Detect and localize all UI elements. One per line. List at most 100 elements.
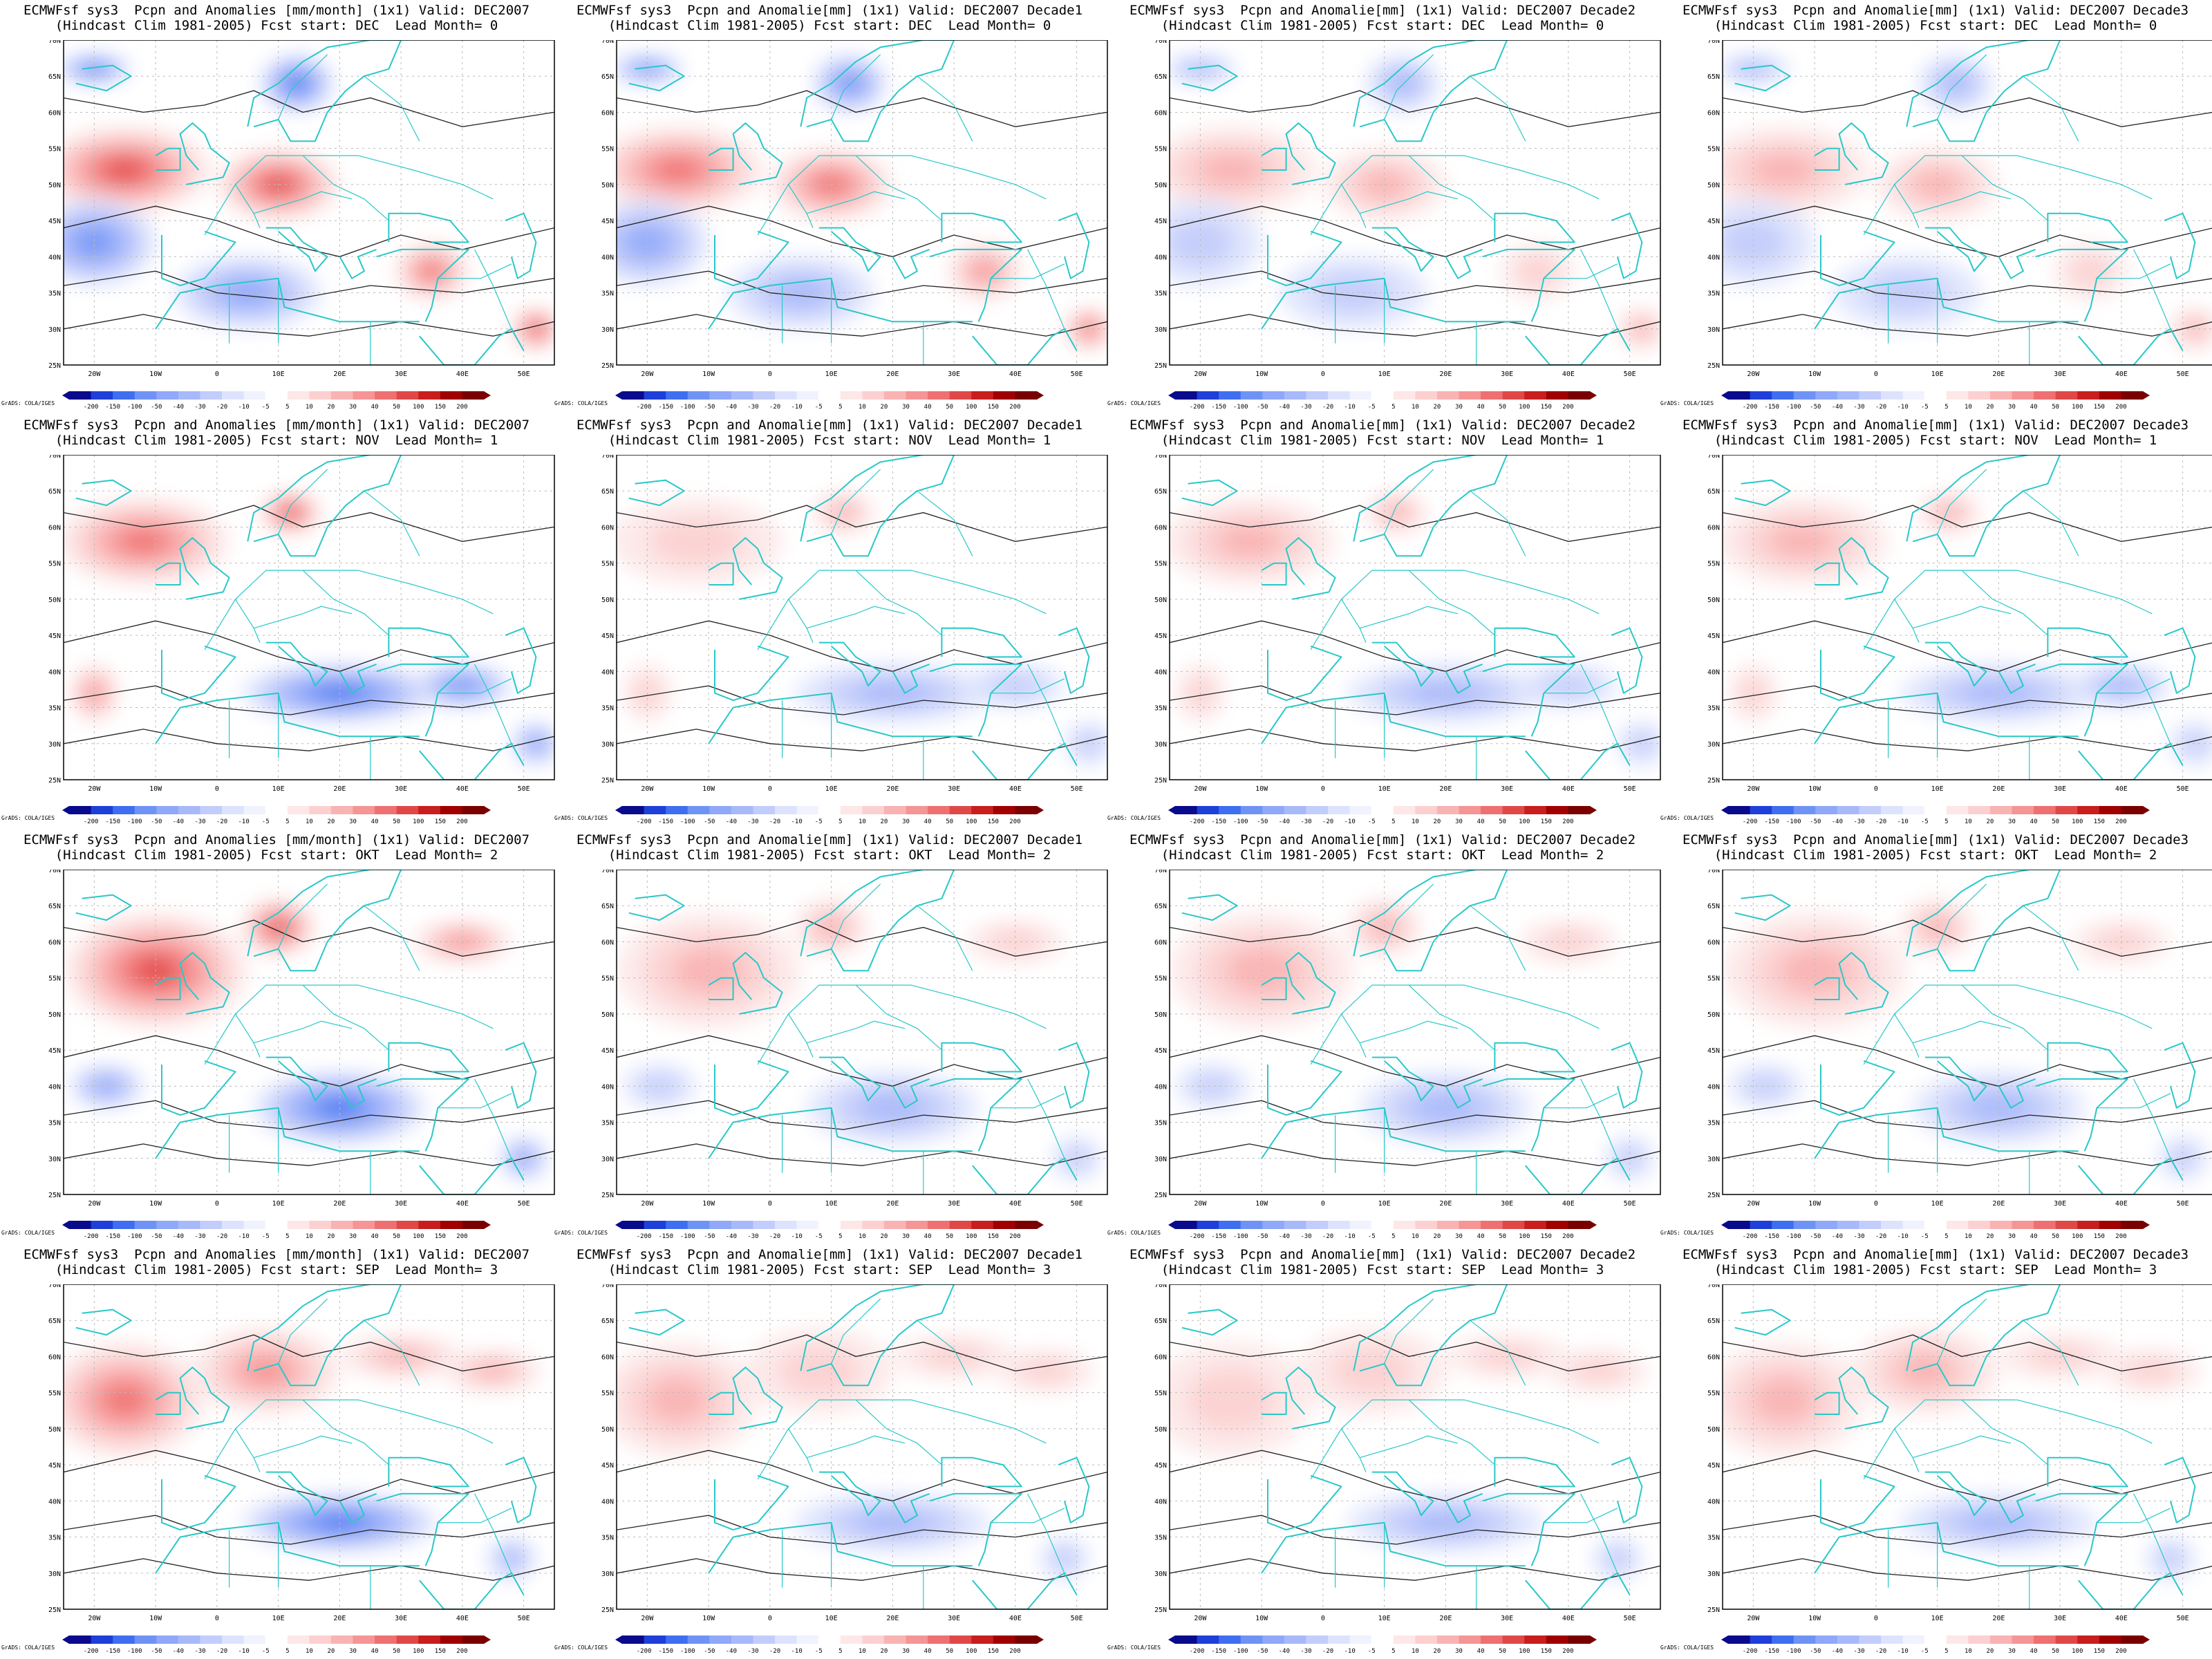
latitude-label: 35N: [1154, 290, 1167, 298]
latitude-label: 60N: [1154, 109, 1167, 117]
border-line: [1893, 184, 1920, 228]
colorbar-swatch: [156, 1221, 179, 1229]
country-borders: [204, 469, 512, 780]
contour-line: [1170, 1558, 1660, 1581]
coastline: [155, 977, 181, 1000]
colorbar-tick-label: 100: [1519, 818, 1530, 825]
colorbar-tick-label: 20: [881, 1233, 888, 1240]
longitude-label: 10W: [149, 371, 162, 378]
contour-line: [1170, 205, 1660, 257]
colorbar-tick-label: 50: [393, 1648, 400, 1655]
colorbar-tick-label: 150: [435, 404, 446, 411]
coastline: [714, 230, 789, 287]
climatology-contours: [64, 919, 554, 1166]
colorbar-tick-label: -100: [127, 818, 142, 825]
contour-line: [617, 270, 1107, 301]
colorbar-tick-label: -5: [262, 1233, 270, 1240]
latitude-label: 40N: [601, 1083, 614, 1091]
panel-title-line2: (Hindcast Clim 1981-2005) Fcst start: DE…: [55, 18, 498, 33]
colorbar-swatch: [1728, 391, 1751, 400]
colorbar-swatch: [1728, 1221, 1751, 1229]
colorbar-tick-label: -100: [680, 1233, 695, 1240]
longitude-label: 20E: [333, 371, 346, 378]
map-border: [1722, 40, 2212, 366]
border-line: [2097, 263, 2171, 279]
longitude-label: 30E: [395, 371, 407, 378]
colorbar-swatch: [906, 1635, 928, 1644]
panel-title-line1: ECMWFsf sys3 Pcpn and Anomalie[mm] (1x1)…: [1682, 418, 2189, 433]
panel-title: ECMWFsf sys3 Pcpn and Anomalie[mm] (1x1)…: [553, 418, 1106, 448]
longitude-label: 20W: [1747, 785, 1760, 793]
latitude-label: 30N: [1154, 326, 1167, 334]
latitude-label: 65N: [1707, 488, 1720, 496]
coastline: [1181, 894, 1238, 921]
border-line: [364, 1320, 420, 1386]
colorbar-tick-label: -5: [815, 1233, 823, 1240]
colorbar-tick-label: 200: [1009, 1233, 1020, 1240]
coastline: [1058, 627, 1090, 694]
coastline: [929, 1492, 1022, 1566]
colorbar-swatch: [243, 391, 266, 400]
border-line: [1580, 1493, 1618, 1574]
coastline: [1525, 742, 1631, 780]
colorbar-swatch: [1415, 1221, 1438, 1229]
colorbar-tick-label: 100: [2072, 1233, 2083, 1240]
colorbar-swatch: [69, 1635, 92, 1644]
colorbar-tick-label: 150: [1541, 404, 1552, 411]
colorbar-tick-label: 10: [859, 818, 866, 825]
latitude-label: 40N: [1707, 254, 1720, 261]
colorbar-swatch: [91, 1221, 113, 1229]
colorbar-tick-label: 200: [1009, 818, 1020, 825]
colorbar-swatch: [69, 391, 92, 400]
border-line: [1340, 599, 1367, 643]
colorbar-swatch: [200, 391, 223, 400]
colorbar-tick-label: 150: [435, 818, 446, 825]
coastline: [1261, 692, 1526, 744]
longitude-label: 20E: [886, 1615, 899, 1622]
map-area: 70N 65N 60N 55N 50N 45N 40N 35N 30N 25N 20W 10W 0 10E…: [1700, 870, 2212, 1208]
colorbar-tick-label: -10: [1344, 1648, 1355, 1655]
colorbar-tick-label: 150: [2094, 818, 2105, 825]
border-line: [856, 1399, 1047, 1444]
coastline: [2035, 1078, 2128, 1152]
contour-line: [1723, 1450, 2212, 1501]
colorbar-tick-label: 40: [371, 1648, 379, 1655]
latitude-label: 65N: [1154, 73, 1167, 81]
colorbar-tick-label: 40: [2030, 1648, 2038, 1655]
coastline: [2164, 627, 2196, 694]
colorbar-tick-label: -50: [151, 404, 162, 411]
grads-credit: GrADS: COLA/IGES: [1107, 1644, 1161, 1651]
colorbar-tick-label: -10: [1897, 818, 1908, 825]
colorbar-swatch: [396, 1221, 419, 1229]
colorbar-swatch: [1902, 391, 1925, 400]
border-line: [278, 1298, 328, 1365]
longitude-label: 0: [1321, 371, 1325, 378]
colorbar-tick-label: -50: [1257, 818, 1268, 825]
colorbar-swatch: [862, 1635, 885, 1644]
border-line: [831, 883, 881, 950]
colorbar-swatch: [775, 391, 798, 400]
contour-line: [1723, 1558, 2212, 1581]
colorbar-tick-label: -10: [1344, 818, 1355, 825]
longitude-label: 30E: [2054, 1615, 2066, 1622]
panel-title-line2: (Hindcast Clim 1981-2005) Fcst start: DE…: [1714, 18, 2157, 33]
coastline: [1924, 227, 1987, 272]
border-line: [303, 984, 494, 1029]
border-line: [474, 664, 512, 744]
latitude-label: 70N: [1707, 870, 1720, 874]
coastline: [1814, 1521, 2079, 1574]
border-line: [1893, 1428, 1920, 1472]
colorbar-tick-label: -200: [637, 1648, 652, 1655]
contour-line: [617, 205, 1107, 257]
coastline: [628, 479, 685, 507]
latitude-label: 45N: [601, 1047, 614, 1055]
contour-line: [64, 1143, 554, 1166]
longitude-label: 10E: [825, 371, 838, 378]
map-border: [1722, 455, 2212, 780]
latitude-label: 70N: [48, 40, 61, 45]
latitude-label: 55N: [601, 975, 614, 983]
contour-line: [1723, 685, 2212, 715]
climatology-contours: [617, 505, 1107, 751]
colorbar-swatch: [1197, 1221, 1219, 1229]
contour-line: [1723, 270, 2212, 301]
